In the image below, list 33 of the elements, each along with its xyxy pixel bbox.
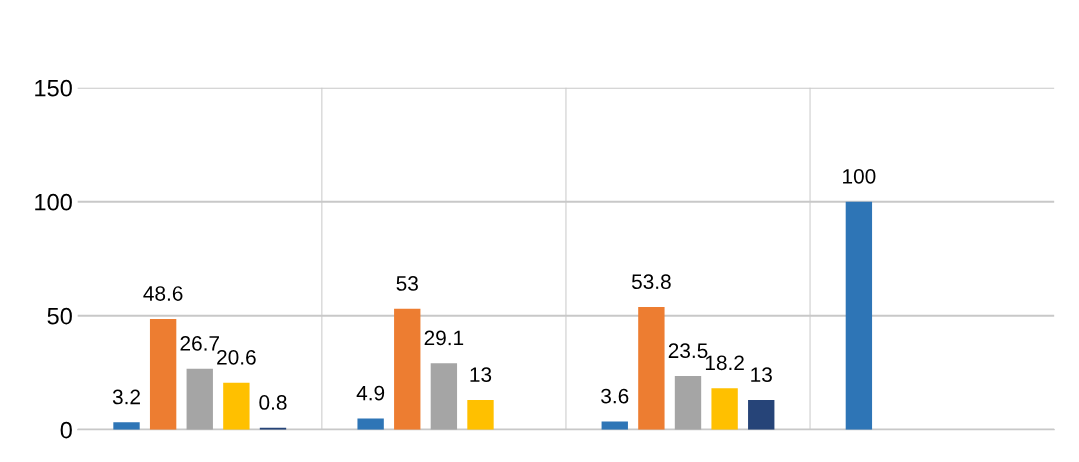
bar	[149, 318, 177, 430]
bar	[394, 308, 421, 430]
bar	[638, 307, 665, 430]
data-label: 48.6	[143, 286, 183, 301]
y-tick-label: 150	[35, 79, 72, 97]
data-label: 18.2	[705, 355, 744, 371]
data-label: 13	[751, 367, 772, 383]
bar	[711, 388, 738, 430]
data-label: 20.6	[217, 349, 256, 365]
bar	[845, 201, 873, 430]
data-label: 13	[470, 367, 492, 383]
bar	[223, 382, 250, 430]
data-label: 4.9	[356, 385, 385, 401]
bar	[467, 400, 494, 430]
data-label: 3.2	[112, 389, 140, 405]
bar	[186, 368, 213, 430]
data-label: 53	[396, 276, 418, 291]
bar	[674, 376, 702, 430]
y-tick-label: 0	[60, 421, 72, 439]
bar	[430, 363, 458, 430]
data-label: 0.8	[259, 395, 287, 410]
y-tick-label: 100	[35, 193, 72, 211]
data-label: 3.6	[601, 388, 629, 404]
bar	[601, 421, 628, 430]
bar	[113, 422, 140, 430]
bar	[357, 418, 384, 430]
data-label: 100	[843, 168, 876, 184]
data-label: 53.8	[631, 274, 671, 290]
data-label: 23.5	[668, 343, 708, 359]
data-label: 26.7	[180, 336, 219, 351]
data-label: 29.1	[424, 330, 464, 346]
bar	[748, 400, 775, 430]
y-tick-label: 50	[47, 307, 72, 325]
